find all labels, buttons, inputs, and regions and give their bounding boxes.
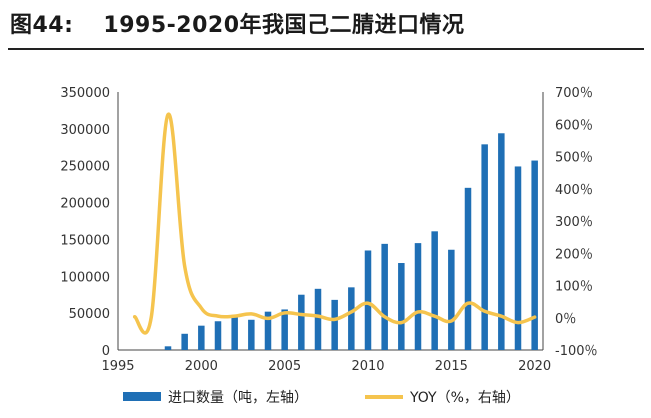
legend-label-line: YOY（%，右轴）: [409, 390, 520, 406]
yoy-line: [132, 112, 537, 335]
bar-2017: [481, 144, 488, 350]
bar-2006: [298, 294, 305, 350]
bar-2003: [248, 319, 255, 350]
y-left-tick-label: 100000: [60, 270, 110, 285]
figure-label: 图44:: [10, 13, 74, 38]
bar-2020: [531, 160, 538, 350]
y-left-tick-label: 300000: [60, 123, 110, 138]
legend-swatch-bar: [123, 392, 161, 401]
title-rule: [8, 48, 644, 50]
legend-label-bar: 进口数量（吨，左轴）: [168, 390, 308, 406]
bar-2011: [381, 243, 388, 350]
tick-labels: 0 50000 100000 150000 200000 250000 300000 3500…: [60, 86, 597, 374]
line-series: [132, 112, 537, 335]
x-tick-label: 2015: [435, 359, 468, 374]
y-left-tick-label: 250000: [60, 160, 110, 175]
bar-2016: [464, 187, 472, 350]
y-left-tick-label: 150000: [60, 233, 110, 248]
x-tick-label: 2000: [185, 359, 218, 374]
bar-1998: [164, 346, 172, 350]
bar-2010: [364, 250, 372, 350]
x-tick-label: 2010: [351, 359, 384, 374]
bar-2013: [414, 243, 422, 350]
y-right-tick-label: 200％: [555, 247, 593, 262]
y-right-tick-label: -100％: [555, 344, 598, 359]
y-right-tick-label: 300％: [555, 215, 593, 230]
y-left-tick-label: 50000: [69, 307, 110, 322]
bar-2008: [331, 299, 338, 350]
y-right-tick-label: 500％: [555, 151, 593, 166]
bar-1999: [181, 333, 188, 350]
y-right-tick-label: 600％: [555, 118, 593, 133]
x-tick-label: 2020: [518, 359, 551, 374]
y-right-tick-label: 700％: [555, 86, 593, 101]
y-right-tick-label: 0％: [555, 312, 576, 327]
y-right-tick-label: 400％: [555, 183, 593, 198]
y-right-tick-label: 100％: [555, 280, 593, 295]
bar-2004: [264, 311, 272, 350]
y-left-tick-label: 0: [102, 344, 110, 359]
bar-2000: [198, 325, 205, 350]
bar-2012: [398, 263, 405, 350]
axes: [117, 92, 544, 351]
bar-2014: [431, 231, 438, 350]
figure-title: 图44: 1995-2020年我国己二腈进口情况: [10, 7, 465, 39]
x-tick-label: 1995: [101, 359, 134, 374]
x-tick-label: 2005: [268, 359, 301, 374]
legend: 进口数量（吨，左轴） YOY（%，右轴）: [123, 390, 520, 406]
bar-2007: [314, 288, 322, 350]
bar-2009: [348, 287, 355, 350]
bar-2015: [448, 249, 455, 350]
bar-2019: [514, 166, 522, 350]
bar-2018: [498, 133, 505, 350]
bar-2005: [281, 309, 288, 350]
bar-2002: [231, 315, 238, 350]
y-left-tick-label: 350000: [60, 86, 110, 101]
bar-2001: [214, 321, 222, 350]
figure-title-text: 1995-2020年我国己二腈进口情况: [103, 13, 465, 38]
bar-series: [164, 133, 538, 350]
y-left-tick-label: 200000: [60, 197, 110, 212]
